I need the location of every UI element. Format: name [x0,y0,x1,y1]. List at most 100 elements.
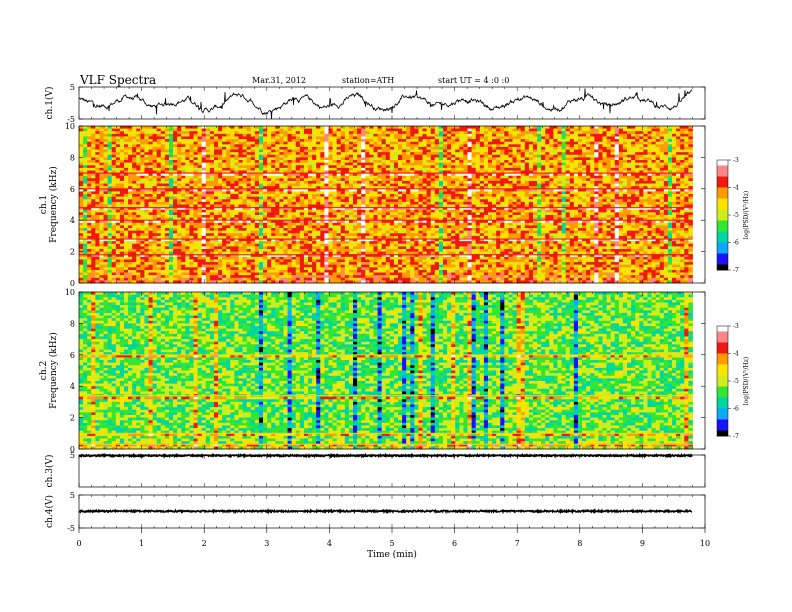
spectrogram-cell [132,225,136,228]
spectrogram-cell [173,199,177,202]
spectrogram-cell [116,202,120,205]
spectrogram-cell [161,139,165,142]
spectrogram-cell [181,136,185,139]
spectrogram-cell [153,197,157,200]
spectrogram-cell [87,215,91,218]
spectrogram-cell [153,152,157,155]
spectrogram-cell [185,275,189,278]
spectrogram-cell [185,176,189,179]
spectrogram-cell [161,267,165,270]
spectrogram-cell [99,278,103,281]
spectrogram-cell [214,259,218,262]
spectrogram-cell [136,197,140,200]
spectrogram-cell [198,163,202,166]
spectrogram-cell [214,244,218,247]
spectrogram-cell [79,212,83,215]
spectrogram-cell [83,199,87,202]
spectrogram-cell [124,150,128,153]
spectrogram-cell [95,215,99,218]
spectrogram-cell [214,160,218,163]
spectrogram-cell [226,147,230,150]
spectrogram-cell [210,233,214,236]
spectrogram-cell [169,231,173,234]
spectrogram-cell [153,233,157,236]
spectrogram-cell [104,275,108,278]
spectrogram-cell [104,191,108,194]
spectrogram-cell [136,223,140,226]
spectrogram-cell [124,278,128,281]
spectrogram-cell [214,267,218,270]
spectrogram-cell [210,202,214,205]
spectrogram-cell [218,136,222,139]
spectrogram-cell [230,225,234,228]
spectrogram-cell [132,163,136,166]
spectrogram-cell [108,176,112,179]
spectrogram-cell [83,152,87,155]
spectrogram-cell [136,184,140,187]
spectrogram-cell [108,155,112,158]
spectrogram-cell [132,223,136,226]
spectrogram-cell [177,278,181,281]
spectrogram-cell [116,155,120,158]
spectrogram-cell [189,212,193,215]
spectrogram-cell [206,155,210,158]
spectrogram-cell [87,265,91,268]
spectrogram-cell [91,184,95,187]
spectrogram-cell [173,197,177,200]
spectrogram-cell [153,178,157,181]
spectrogram-cell [194,267,198,270]
spectrogram-cell [87,246,91,249]
spectrogram-cell [124,202,128,205]
spectrogram-cell [210,212,214,215]
spectrogram-cell [202,163,206,166]
spectrogram-cell [136,249,140,252]
spectrogram-cell [230,150,234,153]
spectrogram-cell [198,165,202,168]
spectrogram-cell [198,246,202,249]
spectrogram-cell [173,163,177,166]
spectrogram-cell [144,152,148,155]
spectrogram-cell [136,270,140,273]
spectrogram-cell [112,199,116,202]
spectrogram-cell [116,147,120,150]
spectrogram-cell [99,265,103,268]
spectrogram-cell [189,147,193,150]
spectrogram-cell [177,129,181,132]
spectrogram-cell [95,152,99,155]
spectrogram-cell [124,147,128,150]
spectrogram-cell [157,262,161,265]
spectrogram-cell [169,225,173,228]
spectrogram-cell [189,144,193,147]
spectrogram-cell [149,210,153,213]
spectrogram-cell [161,168,165,171]
spectrogram-cell [202,241,206,244]
spectrogram-cell [202,126,206,129]
spectrogram-cell [87,155,91,158]
spectrogram-cell [91,215,95,218]
spectrogram-cell [144,223,148,226]
spectrogram-cell [136,144,140,147]
spectrogram-cell [173,270,177,273]
spectrogram-cell [91,270,95,273]
spectrogram-cell [140,176,144,179]
spectrogram-cell [120,244,124,247]
spectrogram-cell [124,275,128,278]
spectrogram-cell [210,199,214,202]
spectrogram-cell [214,191,218,194]
spectrogram-cell [108,262,112,265]
spectrogram-cell [189,184,193,187]
spectrogram-cell [104,184,108,187]
spectrogram-cell [79,270,83,273]
spectrogram-cell [128,129,132,132]
spectrogram-cell [108,241,112,244]
spectrogram-cell [230,181,234,184]
spectrogram-cell [128,244,132,247]
spectrogram-cell [104,246,108,249]
spectrogram-cell [83,241,87,244]
spectrogram-cell [112,126,116,129]
spectrogram-cell [222,155,226,158]
spectrogram-cell [99,202,103,205]
spectrogram-cell [185,244,189,247]
spectrogram-cell [234,142,238,145]
spectrogram-cell [189,225,193,228]
